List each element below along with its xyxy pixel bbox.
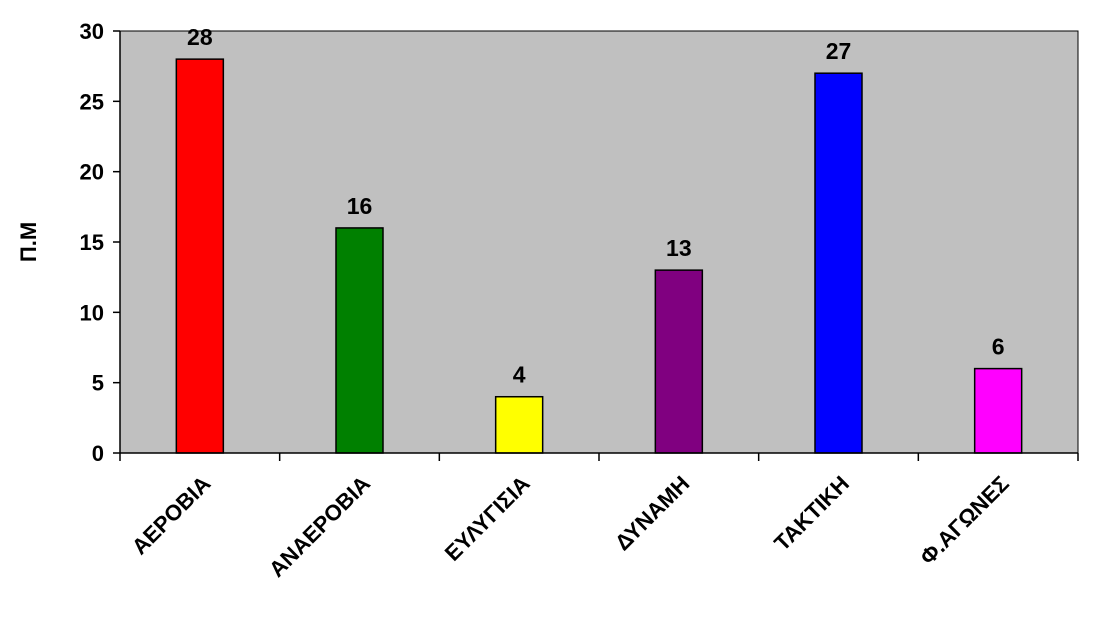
bars-group	[175, 58, 1023, 454]
data-label: 16	[347, 193, 373, 219]
y-axis-title: Π.Μ	[16, 222, 41, 262]
bar	[335, 227, 384, 454]
category-label: ΑΝΑΕΡΟΒΙΑ	[264, 471, 375, 582]
y-tick-label: 15	[80, 230, 104, 255]
data-labels-group: 28 16 4 13 27 6	[187, 24, 1005, 388]
category-label: Φ.ΑΓΩΝΕΣ	[915, 471, 1014, 570]
y-tick-label: 20	[80, 160, 104, 185]
bar	[814, 72, 863, 454]
bar	[654, 269, 704, 454]
data-label: 6	[992, 334, 1005, 360]
bar	[175, 58, 225, 454]
data-label: 13	[666, 235, 692, 261]
y-tick-label: 30	[80, 19, 104, 44]
y-tick-label: 10	[80, 300, 104, 325]
data-label: 4	[513, 362, 526, 388]
data-label: 27	[826, 38, 852, 64]
plot-area	[119, 30, 1079, 454]
category-label: ΑΕΡΟΒΙΑ	[127, 471, 216, 560]
category-label: ΤΑΚΤΙΚΗ	[769, 471, 854, 556]
y-ticks-group: 0 5 10 15 20 25 30	[80, 19, 120, 466]
bar	[494, 395, 544, 454]
y-tick-label: 25	[80, 89, 104, 114]
bar	[973, 367, 1023, 454]
y-tick-label: 0	[92, 441, 104, 466]
category-label: ΔΥΝΑΜΗ	[610, 471, 694, 555]
x-ticks-group: ΑΕΡΟΒΙΑ ΑΝΑΕΡΟΒΙΑ ΕΥΛΥΓΙΣΙΑ ΔΥΝΑΜΗ ΤΑΚΤΙΚΗ Φ.…	[119, 453, 1079, 582]
y-tick-label: 5	[92, 371, 104, 396]
data-label: 28	[187, 24, 213, 50]
category-label: ΕΥΛΥΓΙΣΙΑ	[440, 471, 535, 566]
